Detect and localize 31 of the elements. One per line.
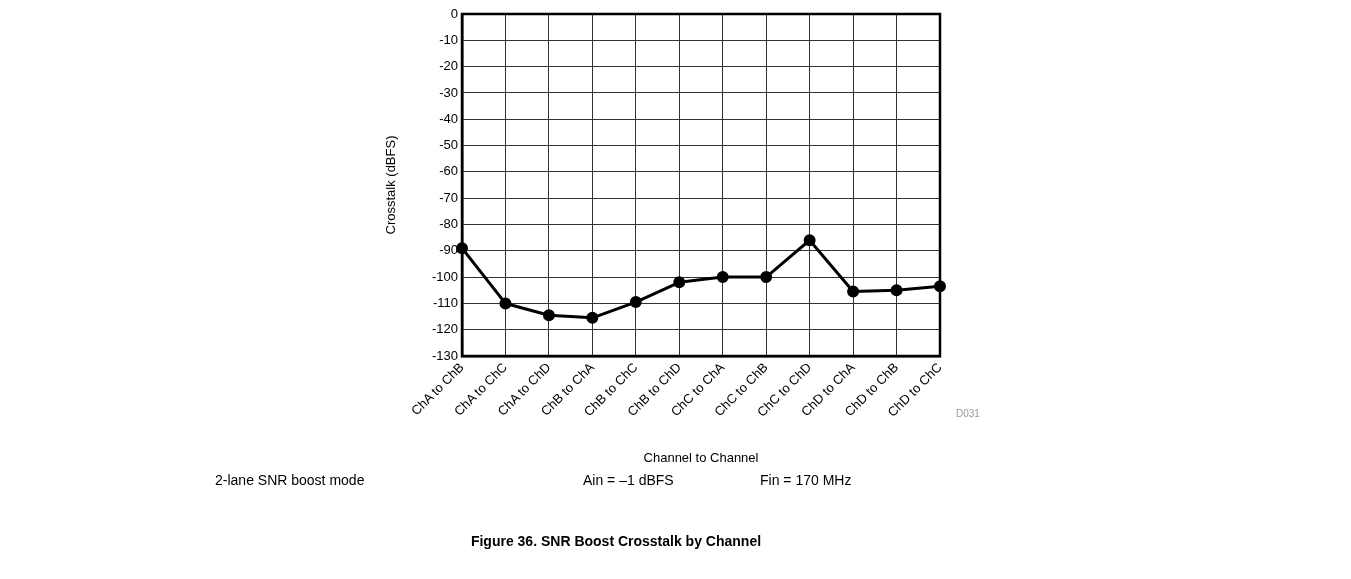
- y-tick-label: -130: [431, 347, 458, 363]
- point: [716, 271, 729, 284]
- y-tick-label: -40: [439, 110, 458, 126]
- text: D031: [956, 408, 981, 419]
- point: [673, 276, 686, 289]
- y-tick-label: -50: [439, 137, 458, 153]
- y-tick-label: -100: [431, 268, 458, 284]
- point: [499, 297, 512, 310]
- point: [542, 309, 555, 322]
- point: [629, 296, 642, 309]
- y-tick-label: 0: [450, 5, 458, 21]
- y-tick-label: -60: [439, 163, 458, 179]
- y-tick-label: -90: [439, 242, 458, 258]
- point: [803, 234, 816, 247]
- y-tick-label: -80: [439, 216, 458, 232]
- y-tick-label: -110: [432, 294, 458, 310]
- y-axis-title: Crosstalk (dBFS): [383, 135, 399, 235]
- y-tick-label: -20: [439, 58, 458, 74]
- point: [586, 311, 599, 324]
- text: 2-lane SNR boost mode: [215, 472, 365, 488]
- y-tick-label: -10: [439, 31, 458, 47]
- y-tick-label: -70: [439, 189, 458, 205]
- point: [890, 284, 903, 297]
- point: [847, 285, 860, 298]
- text: Ain = –1 dBFS: [583, 472, 674, 488]
- text: Fin = 170 MHz: [760, 472, 852, 488]
- x-axis-title: Channel to Channel: [643, 449, 759, 465]
- point: [760, 271, 773, 284]
- y-tick-label: -30: [439, 84, 458, 100]
- y-tick-label: -120: [431, 321, 458, 337]
- text: Figure 36. SNR Boost Crosstalk by Channel: [469, 533, 763, 549]
